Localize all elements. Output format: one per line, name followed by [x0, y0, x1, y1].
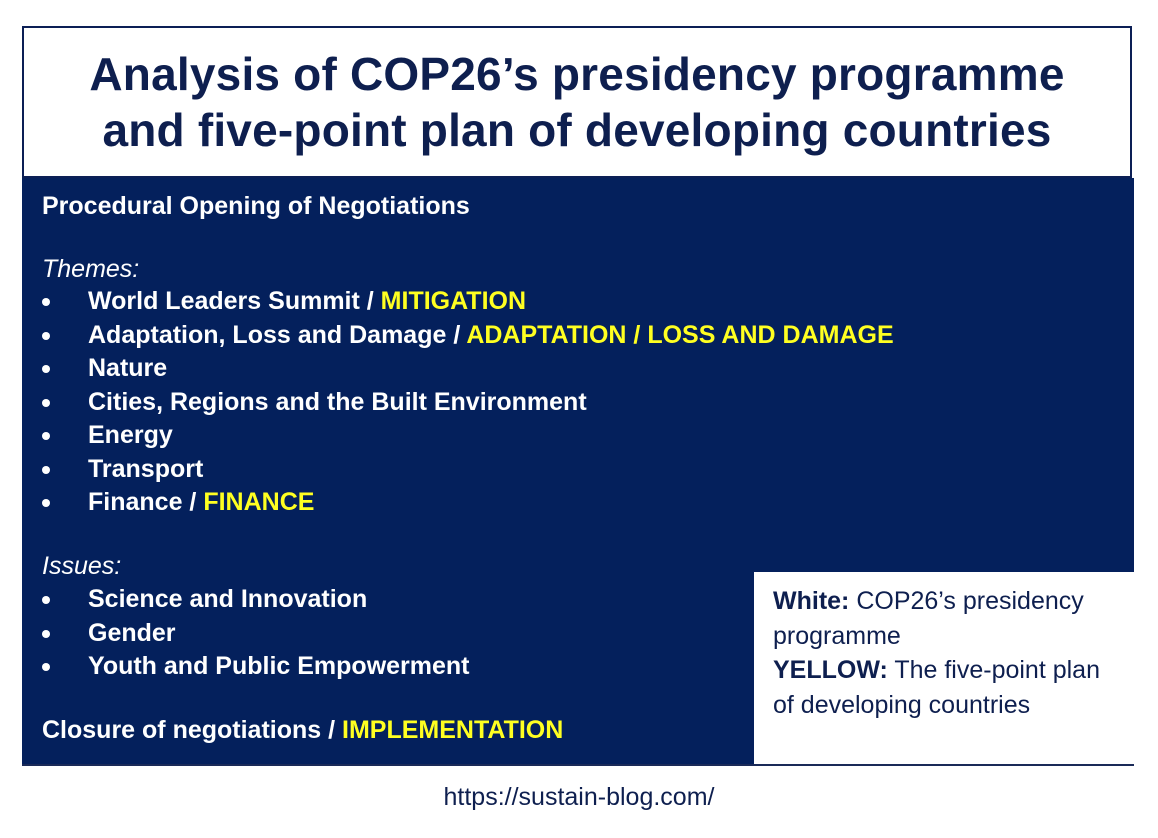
bullet-icon: [42, 465, 50, 474]
closure-heading: Closure of negotiations / IMPLEMENTATION: [42, 716, 564, 744]
issues-label: Issues:: [42, 552, 122, 580]
issue-text: Gender: [88, 618, 176, 647]
main-panel: Procedural Opening of Negotiations Theme…: [22, 178, 1134, 764]
bullet-icon: [42, 663, 50, 671]
list-item: Science and Innovation: [22, 583, 470, 617]
list-item: Transport: [22, 453, 894, 487]
title-line-2: and five-point plan of developing countr…: [102, 104, 1052, 156]
theme-text: World Leaders Summit: [88, 287, 360, 315]
theme-highlight: ADAPTATION / LOSS AND DAMAGE: [466, 320, 894, 349]
bullet-icon: [42, 596, 50, 604]
bottom-divider: [22, 764, 1134, 766]
bullet-icon: [42, 629, 50, 638]
legend-white-key: White:: [773, 587, 850, 615]
theme-text: Cities, Regions and the Built Environmen…: [88, 387, 587, 416]
issue-text: Youth and Public Empowerment: [88, 652, 470, 680]
list-item: Cities, Regions and the Built Environmen…: [22, 386, 894, 420]
bullet-icon: [42, 331, 50, 340]
list-item: Gender: [22, 617, 470, 651]
closure-highlight: IMPLEMENTATION: [342, 716, 564, 744]
theme-text: Nature: [88, 354, 168, 382]
theme-text: Adaptation, Loss and Damage: [88, 320, 447, 349]
closure-text: Closure of negotiations: [42, 716, 322, 744]
legend-yellow-desc: The five-point plan of developing countr…: [773, 656, 1100, 719]
bullet-icon: [42, 432, 50, 440]
footer-url: https://sustain-blog.com/: [443, 783, 715, 811]
page-title: Analysis of COP26’s presidency programme…: [89, 46, 1064, 158]
theme-text: Transport: [88, 454, 204, 483]
list-item: Nature: [22, 352, 894, 386]
bullet-icon: [42, 398, 50, 407]
opening-heading: Procedural Opening of Negotiations: [42, 192, 470, 220]
title-line-1: Analysis of COP26’s presidency programme: [89, 48, 1065, 100]
issues-list: Science and Innovation Gender Youth and …: [22, 583, 470, 684]
legend-white-desc: COP26’s presidency programme: [773, 587, 1084, 650]
legend-box: White: COP26’s presidency programme YELL…: [754, 572, 1135, 765]
issue-text: Science and Innovation: [88, 585, 368, 613]
list-item: Finance / FINANCE: [22, 486, 894, 520]
list-item: World Leaders Summit / MITIGATION: [22, 285, 894, 319]
themes-label: Themes:: [42, 255, 140, 283]
legend-yellow-key: YELLOW:: [773, 656, 888, 684]
bullet-icon: [42, 298, 50, 306]
title-box: Analysis of COP26’s presidency programme…: [22, 26, 1132, 178]
bullet-icon: [42, 365, 50, 373]
theme-text: Energy: [88, 421, 173, 449]
theme-highlight: MITIGATION: [380, 287, 527, 315]
theme-highlight: FINANCE: [203, 488, 315, 516]
themes-list: World Leaders Summit / MITIGATION Adapta…: [22, 285, 894, 520]
list-item: Adaptation, Loss and Damage / ADAPTATION…: [22, 319, 894, 353]
list-item: Youth and Public Empowerment: [22, 650, 470, 684]
bullet-icon: [42, 499, 50, 507]
theme-text: Finance: [88, 488, 183, 516]
list-item: Energy: [22, 419, 894, 453]
